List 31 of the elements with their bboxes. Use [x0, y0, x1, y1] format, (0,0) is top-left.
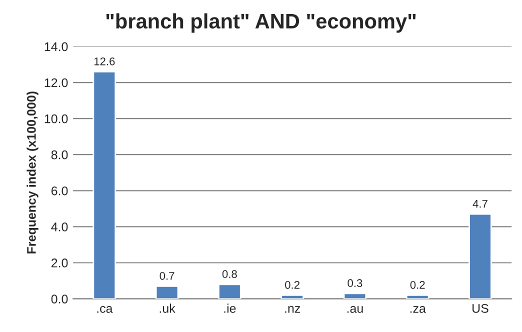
y-tick-label: 6.0 — [51, 186, 68, 196]
y-tick-label: 14.0 — [44, 42, 68, 52]
data-label: 0.2 — [285, 280, 300, 289]
x-tick-label: .uk — [160, 304, 176, 313]
y-tick-label: 2.0 — [51, 258, 68, 268]
data-label: 12.6 — [94, 57, 115, 66]
data-label: 0.7 — [160, 272, 174, 280]
y-tick-label: 4.0 — [51, 222, 68, 232]
y-tick-label: 8.0 — [51, 150, 68, 160]
y-tick-label: 0.0 — [51, 294, 68, 304]
bar — [468, 213, 492, 299]
x-tick-label: .ca — [97, 306, 113, 313]
x-tick-label: .nz — [285, 306, 300, 313]
x-tick-label: US — [472, 304, 488, 313]
data-label: 0.2 — [410, 280, 425, 289]
data-label: 4.7 — [472, 200, 488, 208]
bar — [343, 292, 367, 299]
x-tick-label: .au — [347, 306, 363, 313]
bar — [155, 285, 179, 299]
data-label: 0.3 — [348, 279, 362, 288]
bar — [280, 294, 304, 299]
data-label: 0.8 — [222, 270, 237, 278]
x-tick-label: .za — [410, 306, 426, 313]
bar — [92, 71, 116, 299]
y-axis-title: Frequency index (x100,000) — [26, 92, 38, 254]
y-tick-label: 12.0 — [44, 78, 68, 88]
x-tick-label: .ie — [224, 304, 236, 313]
chart-title: "branch plant" AND "economy" — [106, 13, 416, 33]
bar — [406, 294, 430, 299]
y-tick-label: 10.0 — [44, 114, 68, 124]
bar — [218, 284, 242, 299]
